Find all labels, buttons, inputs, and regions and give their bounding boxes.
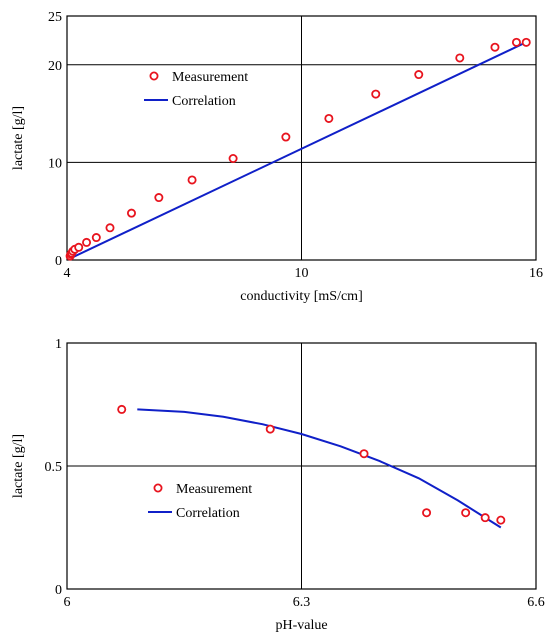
measurement-point <box>422 508 432 518</box>
y-tick-label: 20 <box>48 59 62 74</box>
measurement-point <box>228 153 238 163</box>
legend-marker-measurement <box>153 483 163 493</box>
measurement-point <box>265 424 275 434</box>
x-tick-label: 6.3 <box>293 595 311 610</box>
legend-label-correlation: Correlation <box>172 94 236 109</box>
y-axis-label: lactate [g/l] <box>11 434 26 498</box>
x-tick-label: 6.6 <box>527 595 545 610</box>
measurement-point <box>117 404 127 414</box>
x-axis-label: pH-value <box>275 618 327 633</box>
correlation-line <box>137 408 502 529</box>
measurement-point <box>414 70 424 80</box>
measurement-point <box>126 208 136 218</box>
measurement-point <box>461 508 471 518</box>
measurement-point <box>521 37 531 47</box>
y-tick-label: 0 <box>55 254 62 269</box>
measurement-point <box>91 233 101 243</box>
measurement-point <box>74 242 84 252</box>
measurement-point <box>455 53 465 63</box>
plot-frame <box>66 15 537 261</box>
measurement-point <box>480 513 490 523</box>
data-layer <box>117 404 506 529</box>
measurement-point <box>371 89 381 99</box>
measurement-point <box>154 193 164 203</box>
measurement-point <box>496 515 506 525</box>
measurement-point <box>105 223 115 233</box>
legend-label-measurement: Measurement <box>172 70 248 85</box>
x-tick-label: 10 <box>295 266 309 281</box>
y-tick-label: 10 <box>48 156 62 171</box>
measurement-point <box>490 42 500 52</box>
x-tick-label: 16 <box>529 266 543 281</box>
data-layer <box>65 37 531 261</box>
measurement-point <box>187 175 197 185</box>
y-axis-label: lactate [g/l] <box>11 106 26 170</box>
x-axis-label: conductivity [mS/cm] <box>240 289 362 304</box>
x-tick-label: 6 <box>64 595 71 610</box>
plot-frame <box>66 342 537 590</box>
y-tick-label: 0.5 <box>45 460 63 475</box>
y-tick-label: 1 <box>55 337 62 352</box>
legend-label-measurement: Measurement <box>176 482 252 497</box>
x-tick-label: 4 <box>64 266 71 281</box>
correlation-line <box>68 39 531 260</box>
y-tick-label: 0 <box>55 583 62 598</box>
legend-marker-measurement <box>149 71 159 81</box>
legend-label-correlation: Correlation <box>176 506 240 521</box>
chart-2: 6 6.3 6.6 0 0.5 1 pH-value lactate [g/l] Measure… <box>11 337 545 633</box>
measurement-point <box>359 449 369 459</box>
chart-1: 4 10 16 0 10 20 25 conductivity [mS/cm] lactate … <box>11 10 543 304</box>
y-tick-label: 25 <box>48 10 62 25</box>
legend: Measurement Correlation <box>144 70 248 109</box>
measurement-point <box>324 113 334 123</box>
measurement-point <box>82 237 92 247</box>
legend: Measurement Correlation <box>148 482 252 521</box>
measurement-point <box>511 37 521 47</box>
measurement-point <box>281 132 291 142</box>
